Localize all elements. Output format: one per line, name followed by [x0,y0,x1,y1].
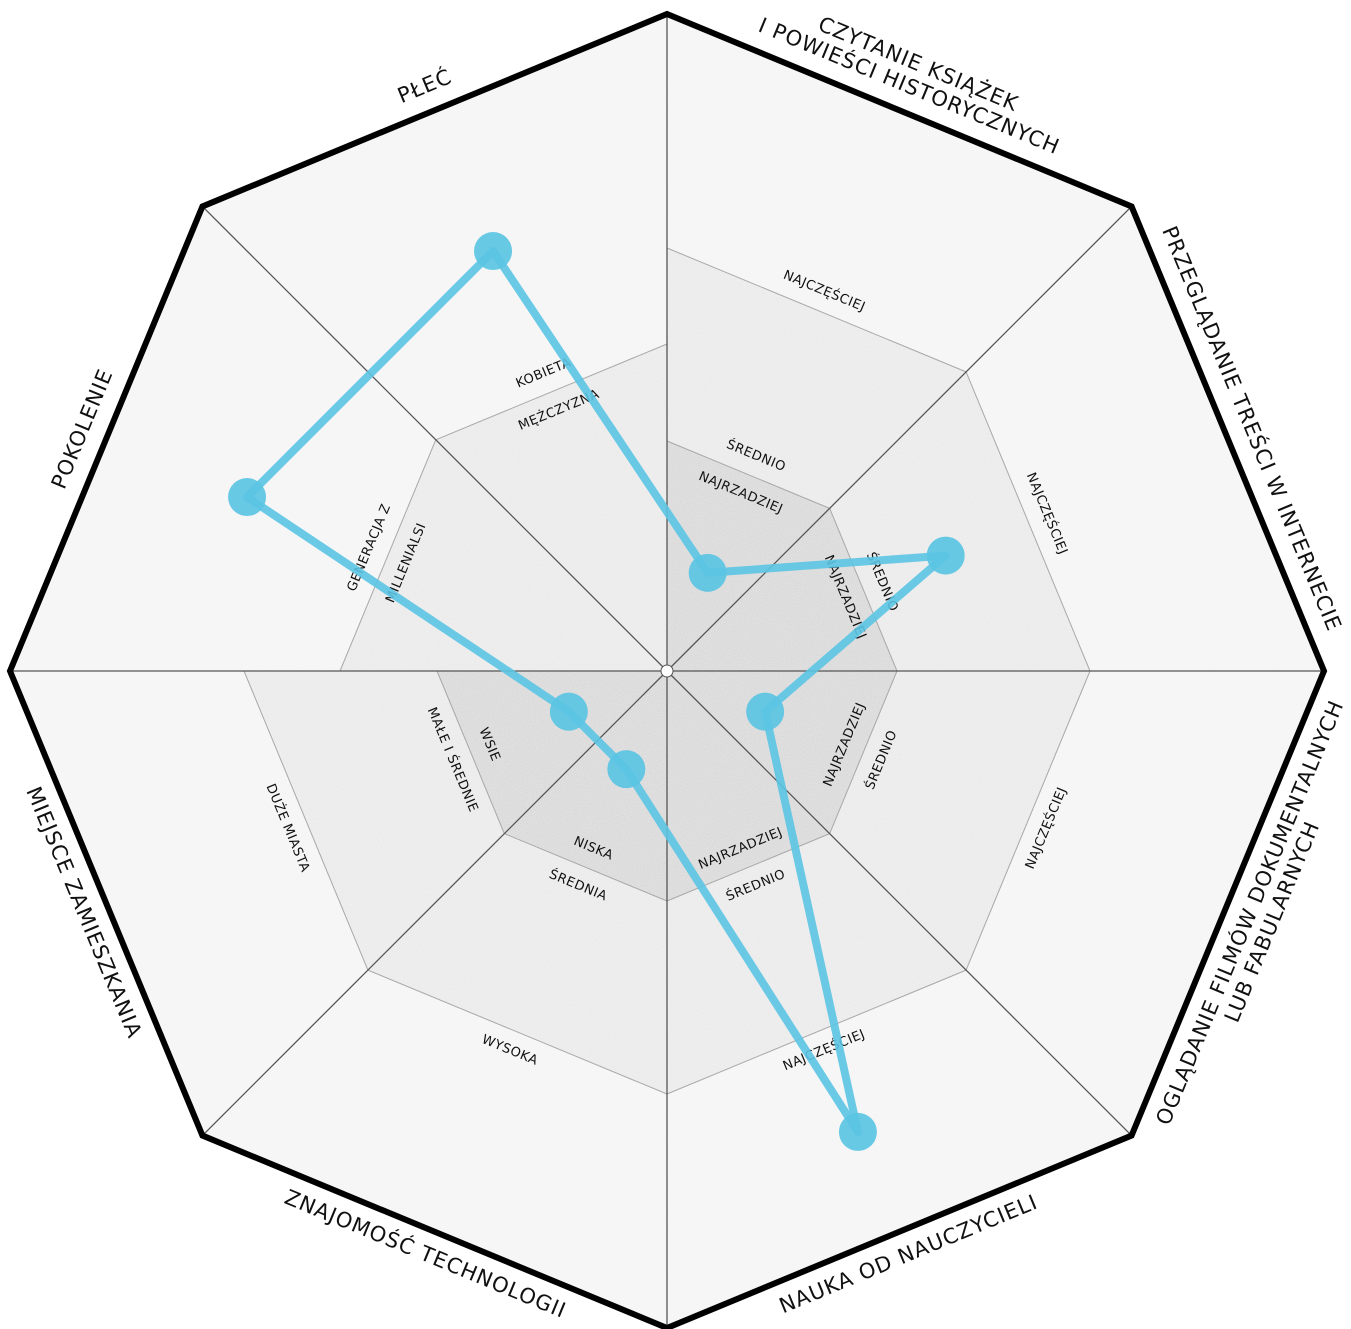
band-texture [667,833,967,1094]
center [660,664,674,678]
data-point [607,750,646,789]
ring-edge [436,670,505,834]
ring-edge [666,969,967,1095]
axis-label: PŁEĆ [394,63,456,108]
band-texture [244,671,505,971]
ring-edge [243,670,369,971]
band-texture [667,970,1132,1328]
ring-edge [965,670,1091,971]
series [228,232,965,1151]
band-texture [504,671,667,901]
data-point [746,692,785,731]
ring-edge [339,439,437,672]
band-texture [667,671,830,901]
band-texture [667,441,830,671]
band-texture [10,671,368,1136]
band-texture [202,970,667,1328]
data-point [926,536,965,575]
spoke [666,205,1133,672]
ring-edge [367,969,668,1095]
data-point [228,478,267,517]
ring-edge [666,440,830,509]
ring-edge [666,247,967,373]
ring-edge [435,343,668,441]
spoke [666,670,1133,1137]
band-texture [966,206,1324,671]
data-point [688,553,727,592]
band-texture [437,671,667,834]
data-point [838,1112,877,1151]
ring-edge [666,833,830,902]
data-point [549,692,588,731]
ring-edge [504,833,668,902]
band-texture [667,14,1132,372]
ring-edge [965,371,1091,672]
outer-frame [6,10,1328,1329]
grid [6,10,1328,1329]
band-texture [966,671,1324,1136]
background [10,14,1324,1328]
ring-edge [829,670,898,834]
band-texture [667,671,897,834]
band-texture [367,833,667,1094]
band-texture [829,671,1090,971]
spoke [201,670,668,1137]
band-texture [667,248,967,509]
band-texture [667,508,897,671]
ring-edge [829,508,898,672]
spoke [201,205,668,672]
data-point [474,232,513,271]
